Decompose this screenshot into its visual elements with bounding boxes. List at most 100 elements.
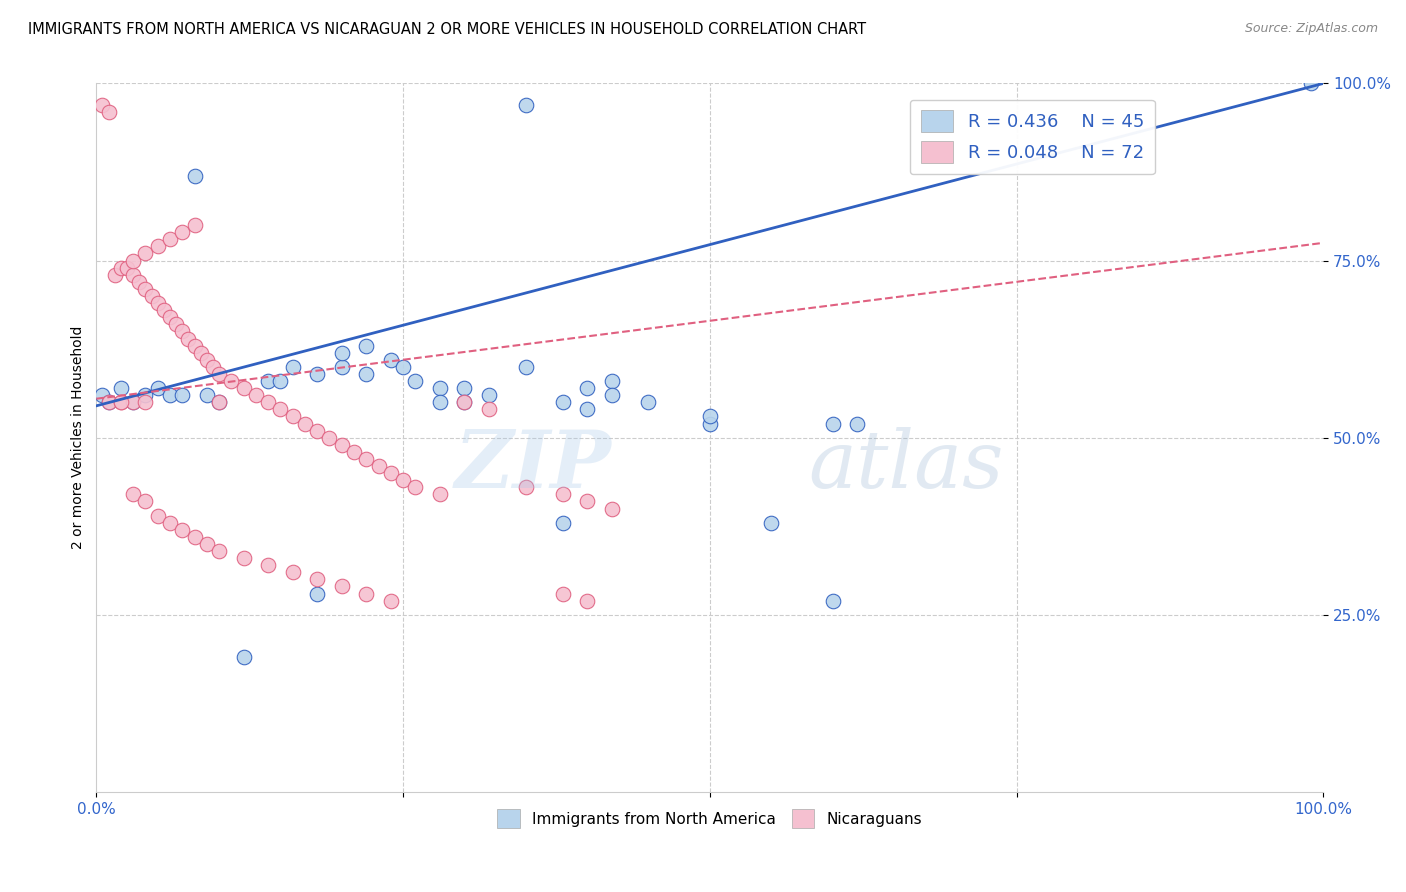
Point: [122, 268, 145, 282]
Point: [134, 246, 156, 260]
Point: [600, 388, 623, 402]
Point: [600, 374, 623, 388]
Point: [281, 409, 304, 424]
Point: [356, 586, 378, 600]
Point: [515, 359, 537, 374]
Point: [122, 253, 145, 268]
Point: [429, 395, 451, 409]
Point: [367, 458, 389, 473]
Point: [699, 417, 721, 431]
Point: [307, 424, 329, 438]
Text: Source: ZipAtlas.com: Source: ZipAtlas.com: [1244, 22, 1378, 36]
Point: [146, 296, 169, 310]
Point: [576, 402, 599, 417]
Point: [208, 367, 231, 381]
Point: [515, 480, 537, 494]
Point: [515, 97, 537, 112]
Point: [183, 530, 205, 544]
Point: [330, 359, 353, 374]
Point: [134, 282, 156, 296]
Point: [195, 537, 218, 551]
Point: [208, 395, 231, 409]
Point: [307, 367, 329, 381]
Point: [759, 516, 782, 530]
Text: atlas: atlas: [808, 427, 1004, 505]
Point: [429, 381, 451, 395]
Point: [257, 374, 280, 388]
Point: [392, 473, 415, 487]
Point: [195, 352, 218, 367]
Point: [146, 239, 169, 253]
Point: [183, 338, 205, 352]
Point: [600, 501, 623, 516]
Point: [429, 487, 451, 501]
Point: [134, 494, 156, 508]
Point: [356, 367, 378, 381]
Point: [146, 381, 169, 395]
Point: [110, 395, 132, 409]
Point: [134, 395, 156, 409]
Point: [478, 388, 501, 402]
Point: [159, 310, 181, 325]
Point: [551, 487, 574, 501]
Point: [195, 388, 218, 402]
Point: [183, 218, 205, 232]
Point: [172, 388, 194, 402]
Point: [1299, 77, 1322, 91]
Point: [343, 445, 366, 459]
Text: IMMIGRANTS FROM NORTH AMERICA VS NICARAGUAN 2 OR MORE VEHICLES IN HOUSEHOLD CORR: IMMIGRANTS FROM NORTH AMERICA VS NICARAG…: [28, 22, 866, 37]
Point: [699, 409, 721, 424]
Point: [330, 345, 353, 359]
Point: [110, 260, 132, 275]
Point: [153, 303, 176, 318]
Point: [281, 359, 304, 374]
Point: [91, 97, 114, 112]
Point: [478, 402, 501, 417]
Point: [294, 417, 316, 431]
Point: [551, 586, 574, 600]
Point: [380, 593, 402, 607]
Point: [356, 338, 378, 352]
Point: [318, 431, 340, 445]
Point: [122, 395, 145, 409]
Point: [172, 325, 194, 339]
Point: [201, 359, 224, 374]
Point: [846, 417, 869, 431]
Point: [307, 586, 329, 600]
Point: [257, 558, 280, 573]
Point: [821, 593, 844, 607]
Point: [307, 573, 329, 587]
Point: [453, 395, 475, 409]
Point: [159, 516, 181, 530]
Point: [356, 452, 378, 467]
Point: [269, 374, 291, 388]
Point: [404, 374, 426, 388]
Point: [115, 260, 138, 275]
Point: [128, 275, 150, 289]
Point: [165, 318, 187, 332]
Point: [269, 402, 291, 417]
Point: [146, 508, 169, 523]
Point: [453, 381, 475, 395]
Point: [245, 388, 267, 402]
Point: [104, 268, 127, 282]
Point: [576, 381, 599, 395]
Point: [232, 551, 254, 566]
Point: [576, 593, 599, 607]
Point: [232, 650, 254, 665]
Point: [122, 395, 145, 409]
Point: [257, 395, 280, 409]
Point: [281, 566, 304, 580]
Point: [110, 395, 132, 409]
Point: [821, 417, 844, 431]
Point: [380, 352, 402, 367]
Point: [172, 225, 194, 239]
Point: [97, 104, 120, 119]
Point: [208, 395, 231, 409]
Point: [221, 374, 243, 388]
Legend: Immigrants from North America, Nicaraguans: Immigrants from North America, Nicaragua…: [491, 803, 928, 834]
Point: [232, 381, 254, 395]
Point: [551, 516, 574, 530]
Point: [637, 395, 659, 409]
Point: [97, 395, 120, 409]
